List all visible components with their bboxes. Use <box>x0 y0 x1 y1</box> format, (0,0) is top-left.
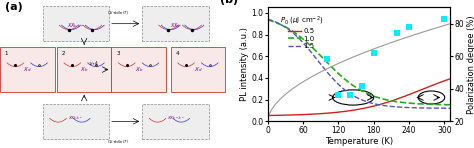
Bar <box>171 47 225 92</box>
Y-axis label: PL intensity (a.u.): PL intensity (a.u.) <box>240 27 249 101</box>
Point <box>405 26 413 28</box>
Text: $X_d$: $X_d$ <box>23 65 31 74</box>
Bar <box>0 47 55 92</box>
Text: $XX_d$: $XX_d$ <box>170 21 181 30</box>
Text: $X_b$: $X_b$ <box>135 65 143 74</box>
Point <box>346 94 354 96</box>
Bar <box>142 6 209 41</box>
Legend: 0.5, 1.0, 1.5: 0.5, 1.0, 1.5 <box>277 12 326 52</box>
Point <box>370 52 378 54</box>
Point <box>441 18 448 20</box>
Text: (a): (a) <box>5 2 22 12</box>
Text: 1: 1 <box>5 51 8 56</box>
Text: 3: 3 <box>116 51 119 56</box>
Text: $1/\tau_{xx}^{dk}$: $1/\tau_{xx}^{dk}$ <box>88 60 100 70</box>
Text: $X_d$: $X_d$ <box>194 65 202 74</box>
Text: $(1/\tau_{bd})n(T)$: $(1/\tau_{bd})n(T)$ <box>108 10 129 17</box>
Text: $XX_{k,k^-}$: $XX_{k,k^-}$ <box>68 114 83 122</box>
Y-axis label: Polarization degree (%): Polarization degree (%) <box>467 15 474 114</box>
Bar <box>142 104 209 139</box>
Bar <box>57 47 111 92</box>
Text: $X_b$: $X_b$ <box>80 65 88 74</box>
Bar <box>111 47 166 92</box>
Point <box>335 94 342 96</box>
X-axis label: Temperature (K): Temperature (K) <box>325 137 393 146</box>
Text: $(1/\tau_{bd})n(T)$: $(1/\tau_{bd})n(T)$ <box>108 139 129 146</box>
Text: 2: 2 <box>62 51 65 56</box>
Text: $XX_{k,k^-}$: $XX_{k,k^-}$ <box>67 21 84 30</box>
Text: (b): (b) <box>220 0 238 5</box>
Bar <box>43 104 109 139</box>
Text: $XX_{k^-,k^-}$: $XX_{k^-,k^-}$ <box>167 114 184 122</box>
Text: 4: 4 <box>175 51 179 56</box>
Point <box>358 84 366 87</box>
Bar <box>43 6 109 41</box>
Point <box>323 58 330 61</box>
Point <box>393 32 401 35</box>
